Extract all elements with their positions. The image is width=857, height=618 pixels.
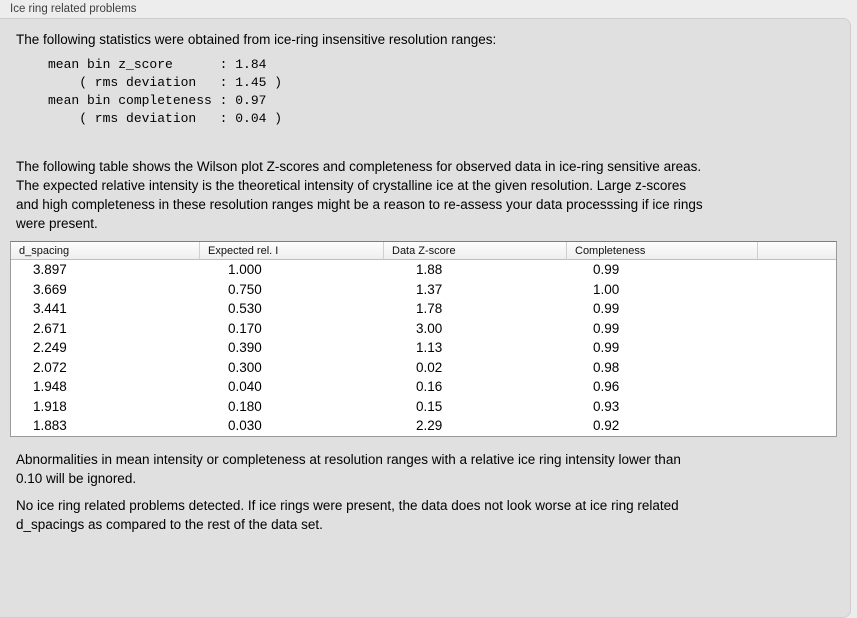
table-cell: 0.390 bbox=[228, 340, 262, 356]
table-row[interactable]: 2.671 0.170 3.00 0.99 bbox=[11, 319, 836, 339]
table-cell: 0.99 bbox=[593, 320, 620, 336]
table-cell: 0.96 bbox=[593, 379, 620, 395]
column-header-d-spacing[interactable]: d_spacing bbox=[11, 242, 200, 260]
ice-ring-table: d_spacing Expected rel. I Data Z-score C… bbox=[10, 241, 837, 437]
table-cell: 1.88 bbox=[416, 262, 443, 278]
table-cell: 0.530 bbox=[228, 301, 262, 317]
table-cell-empty bbox=[758, 280, 836, 300]
table-cell: 0.170 bbox=[228, 320, 262, 336]
table-cell: 1.00 bbox=[593, 281, 620, 297]
table-body: 3.897 1.000 1.88 0.99 3.669 0.750 1.37 1… bbox=[11, 260, 836, 436]
table-cell: 2.671 bbox=[33, 320, 67, 336]
table-cell: 0.040 bbox=[228, 379, 262, 395]
table-row[interactable]: 3.897 1.000 1.88 0.99 bbox=[11, 260, 836, 280]
ice-ring-report-page: { "panel": { "title": "Ice ring related … bbox=[0, 3, 851, 618]
table-cell: 1.883 bbox=[33, 418, 67, 434]
table-cell: 1.13 bbox=[416, 340, 443, 356]
table-cell: 0.030 bbox=[228, 418, 262, 434]
table-cell: 1.000 bbox=[228, 262, 262, 278]
table-cell: 0.98 bbox=[593, 359, 620, 375]
table-cell: 0.300 bbox=[228, 359, 262, 375]
ignore-note-text: Abnormalities in mean intensity or compl… bbox=[16, 452, 681, 486]
column-header-data-z-score[interactable]: Data Z-score bbox=[384, 242, 567, 260]
table-row[interactable]: 3.441 0.530 1.78 0.99 bbox=[11, 299, 836, 319]
table-intro-text: The following table shows the Wilson plo… bbox=[16, 159, 703, 231]
table-cell-empty bbox=[758, 416, 836, 436]
table-cell: 3.441 bbox=[33, 301, 67, 317]
table-cell-empty bbox=[758, 299, 836, 319]
column-header-completeness[interactable]: Completeness bbox=[567, 242, 758, 260]
column-header-expected-rel-i[interactable]: Expected rel. I bbox=[200, 242, 384, 260]
table-row[interactable]: 1.918 0.180 0.15 0.93 bbox=[11, 397, 836, 417]
table-cell: 0.92 bbox=[593, 418, 620, 434]
table-cell: 2.29 bbox=[416, 418, 443, 434]
table-row[interactable]: 3.669 0.750 1.37 1.00 bbox=[11, 280, 836, 300]
table-cell-empty bbox=[758, 377, 836, 397]
table-row[interactable]: 1.883 0.030 2.29 0.92 bbox=[11, 416, 836, 436]
table-cell: 1.948 bbox=[33, 379, 67, 395]
table-cell-empty bbox=[758, 338, 836, 358]
table-row[interactable]: 2.249 0.390 1.13 0.99 bbox=[11, 338, 836, 358]
table-cell: 0.16 bbox=[416, 379, 443, 395]
table-cell: 0.02 bbox=[416, 359, 443, 375]
table-cell: 1.918 bbox=[33, 398, 67, 414]
table-cell-empty bbox=[758, 358, 836, 378]
table-cell: 3.00 bbox=[416, 320, 443, 336]
table-cell: 2.249 bbox=[33, 340, 67, 356]
table-cell: 0.99 bbox=[593, 262, 620, 278]
table-cell: 0.99 bbox=[593, 340, 620, 356]
table-cell: 3.669 bbox=[33, 281, 67, 297]
intro-text: The following statistics were obtained f… bbox=[16, 32, 497, 47]
panel-title: Ice ring related problems bbox=[10, 3, 137, 15]
table-header: d_spacing Expected rel. I Data Z-score C… bbox=[11, 242, 836, 260]
table-cell: 0.93 bbox=[593, 398, 620, 414]
table-cell: 3.897 bbox=[33, 262, 67, 278]
table-cell: 2.072 bbox=[33, 359, 67, 375]
conclusion-text: No ice ring related problems detected. I… bbox=[16, 498, 679, 532]
table-cell: 0.99 bbox=[593, 301, 620, 317]
table-cell: 0.180 bbox=[228, 398, 262, 414]
table-cell: 1.78 bbox=[416, 301, 443, 317]
statistics-block: mean bin z_score : 1.84 ( rms deviation … bbox=[48, 57, 283, 126]
column-header-empty bbox=[758, 242, 836, 260]
table-cell-empty bbox=[758, 260, 836, 280]
table-cell-empty bbox=[758, 319, 836, 339]
table-cell: 0.750 bbox=[228, 281, 262, 297]
table-cell: 0.15 bbox=[416, 398, 443, 414]
table-cell-empty bbox=[758, 397, 836, 417]
table-header-row: d_spacing Expected rel. I Data Z-score C… bbox=[11, 242, 836, 260]
table-row[interactable]: 1.948 0.040 0.16 0.96 bbox=[11, 377, 836, 397]
table-row[interactable]: 2.072 0.300 0.02 0.98 bbox=[11, 358, 836, 378]
table-cell: 1.37 bbox=[416, 281, 443, 297]
